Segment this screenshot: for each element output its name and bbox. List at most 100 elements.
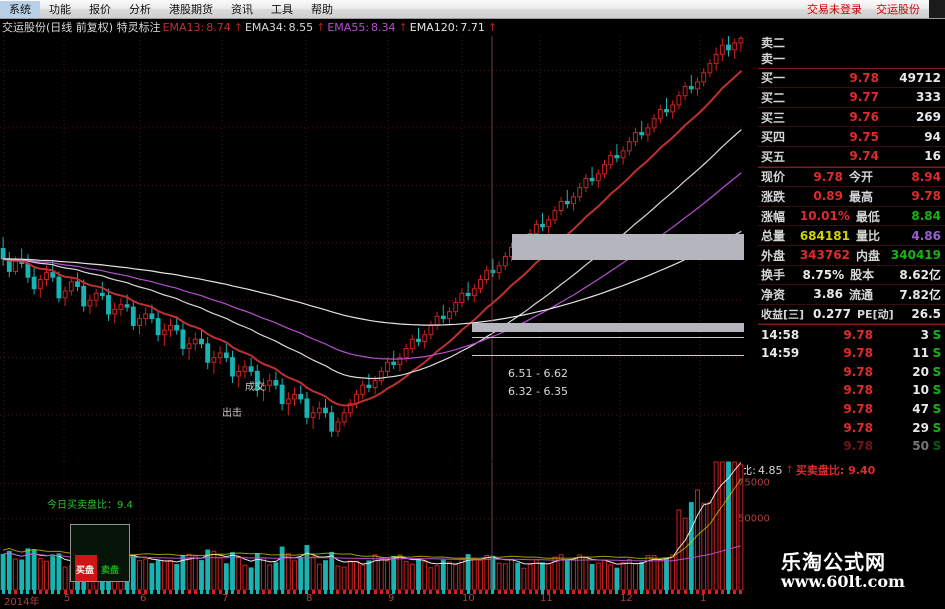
stat-row-change: 涨跌 0.89 最高 9.78 — [758, 187, 945, 207]
x-axis-label: 2014年 — [4, 597, 40, 608]
bid-2-label: 买二 — [761, 90, 786, 105]
buy-volume-label: 买盘 — [76, 566, 95, 576]
stat-value-eps: 0.277 — [813, 307, 851, 322]
stat-row-outer-volume: 外盘 343762 内盘 340419 — [758, 246, 945, 266]
stat-value-volume-ratio: 4.86 — [911, 228, 941, 243]
stat-value-inner-volume: 340419 — [890, 248, 941, 263]
tick-price: 9.78 — [843, 364, 873, 379]
bid-1-label: 买一 — [761, 71, 786, 86]
tick-price: 9.78 — [843, 327, 873, 342]
volume-ratio-arrow-icon: ↑ — [785, 464, 794, 476]
tick-row[interactable]: 14:58 9.78 3 S — [758, 325, 945, 344]
stat-label-outer-volume: 外盘 — [761, 248, 786, 263]
stat-label-change-pct: 涨幅 — [761, 209, 786, 224]
tick-row[interactable]: 9.78 47 S — [758, 400, 945, 419]
ema55-label: EMA55: — [327, 20, 370, 34]
current-symbol-label[interactable]: 交运股份 — [876, 3, 920, 16]
stat-label-eps: 收益[三] — [761, 308, 805, 322]
tick-volume: 3 — [920, 327, 929, 342]
price-range-high-annotation: 6.51 - 6.62 — [508, 367, 568, 380]
tick-volume: 10 — [912, 383, 929, 398]
tick-row[interactable]: 9.78 20 S — [758, 363, 945, 382]
stat-value-high: 9.78 — [911, 189, 941, 204]
tick-flag: S — [932, 420, 942, 435]
ema120-label: EMA120: — [409, 20, 459, 34]
tick-volume: 47 — [912, 401, 929, 416]
stat-row-eps: 收益[三] 0.277 PE[动] 26.5 — [758, 305, 945, 325]
bid-4-volume: 94 — [924, 129, 941, 144]
menu-item-news[interactable]: 资讯 — [231, 2, 253, 16]
stat-value-current-price: 9.78 — [813, 169, 843, 184]
ask-row[interactable]: 卖一 — [758, 49, 945, 68]
ema120-arrow-icon: ↑ — [487, 20, 498, 34]
stat-value-open: 8.94 — [911, 169, 941, 184]
tick-price: 9.78 — [843, 401, 873, 416]
stats-ticks-divider — [758, 324, 945, 326]
tick-row[interactable]: 14:59 9.78 11 S — [758, 344, 945, 363]
bid-4-price: 9.75 — [849, 129, 879, 144]
tick-flag: S — [932, 383, 942, 398]
bid-row[interactable]: 买一 9.78 49712 — [758, 69, 945, 89]
ema13-label: EMA13: — [162, 20, 205, 34]
chengjiao-annotation: 成交 — [245, 382, 265, 393]
tick-flag: S — [932, 346, 942, 361]
stat-value-change-pct: 10.01% — [799, 209, 850, 224]
ask-2-label: 卖二 — [761, 36, 786, 50]
watermark-site-url: www.60lt.com — [781, 572, 905, 591]
menu-item-function[interactable]: 功能 — [49, 2, 71, 16]
x-axis-label: 11 — [540, 593, 553, 604]
ema34-label: EMA34: — [244, 20, 287, 34]
stat-value-pe: 26.5 — [911, 307, 941, 322]
menu-item-hk-futures[interactable]: 港股期货 — [169, 2, 213, 16]
ask-row[interactable]: 卖二 — [758, 36, 945, 50]
bid-row[interactable]: 买二 9.77 333 — [758, 88, 945, 108]
stat-label-net-asset: 净资 — [761, 287, 786, 302]
stat-label-volume-ratio: 量比 — [855, 229, 880, 244]
tick-time: 14:59 — [761, 346, 800, 361]
x-axis-label: 12 — [620, 593, 633, 604]
ema13-arrow-icon: ↑ — [233, 20, 243, 34]
tick-row[interactable]: 9.78 10 S — [758, 381, 945, 400]
bid-row[interactable]: 买五 9.74 16 — [758, 147, 945, 167]
buy-sell-ratio-label: 买卖盘比: 9.40 — [795, 464, 876, 477]
tick-flag: S — [932, 401, 942, 416]
login-status-label[interactable]: 交易未登录 — [807, 3, 862, 16]
chuji-annotation: 出击 — [222, 408, 242, 419]
tick-row[interactable]: 9.78 29 S — [758, 418, 945, 437]
stat-value-turnover: 8.75% — [802, 267, 845, 282]
menu-item-quote[interactable]: 报价 — [89, 2, 111, 16]
x-axis-label: 7 — [222, 593, 229, 604]
tick-flag: S — [932, 439, 942, 454]
stat-row-change-pct: 涨幅 10.01% 最低 8.84 — [758, 207, 945, 227]
volume-axis-label: 50000 — [738, 513, 770, 525]
menu-item-analysis[interactable]: 分析 — [129, 2, 151, 16]
menu-item-help[interactable]: 帮助 — [311, 2, 333, 16]
stat-label-float-shares: 流通 — [849, 287, 874, 302]
x-axis-label: 10 — [462, 593, 475, 604]
x-axis-label: 6 — [140, 593, 147, 604]
tick-row[interactable]: 9.78 50 S — [758, 437, 945, 456]
bid-row[interactable]: 买三 9.76 269 — [758, 108, 945, 128]
menu-item-tools[interactable]: 工具 — [271, 2, 293, 16]
stat-value-net-asset: 3.86 — [813, 287, 843, 302]
bid-1-price: 9.78 — [849, 70, 879, 85]
bid-row[interactable]: 买四 9.75 94 — [758, 127, 945, 147]
tick-price: 9.78 — [843, 346, 873, 361]
menubar-tail-spacer — [929, 0, 945, 18]
main-menu-bar: 系统 功能 报价 分析 港股期货 资讯 工具 帮助 交易未登录 交运股份 — [0, 0, 945, 19]
menu-item-system[interactable]: 系统 — [0, 0, 40, 18]
ask-1-label: 卖一 — [761, 51, 786, 66]
main-price-chart[interactable]: 6.51 - 6.62 6.32 - 6.35 ←5.31 出击 成交 8.50… — [0, 36, 782, 476]
x-axis-label: 1 — [700, 593, 707, 604]
indicator-title-bar: 交运股份(日线 前复权) 特灵标注 EMA13: 8.74 ↑ EMA34: 8… — [0, 19, 945, 35]
ema55-value: 8.34 — [371, 20, 396, 34]
sell-volume-label: 卖盘 — [101, 566, 120, 576]
volume-axis-label: 75000 — [738, 477, 770, 489]
volume-field-value-volume-ratio: 4.85 — [758, 463, 783, 477]
price-range-low-annotation: 6.32 - 6.35 — [508, 385, 568, 398]
bid-3-volume: 269 — [915, 110, 941, 125]
tick-price: 9.78 — [843, 420, 873, 435]
bid-5-label: 买五 — [761, 149, 786, 164]
stat-value-low: 8.84 — [911, 209, 941, 224]
stat-value-capital: 8.62亿 — [899, 268, 941, 283]
